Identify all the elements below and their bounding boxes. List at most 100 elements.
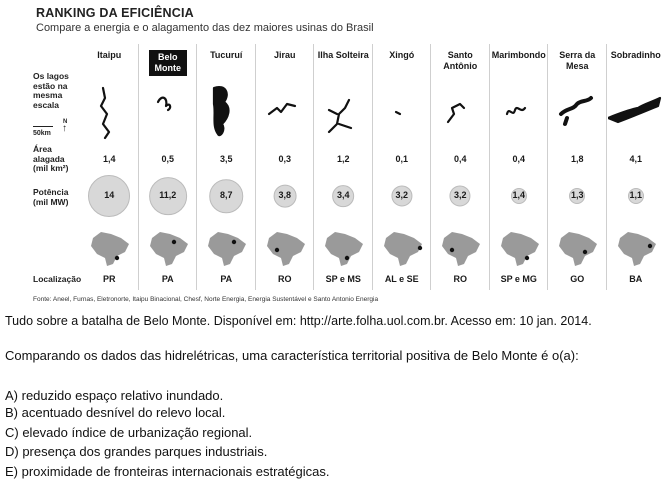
plant-name: Ilha Solteira <box>317 50 369 60</box>
row-label-area: Área alagada (mil km²) <box>33 144 69 173</box>
plant-name: Xingó <box>389 50 415 60</box>
efficiency-ranking-figure: RANKING DA EFICIÊNCIA Compare a energia … <box>33 6 666 303</box>
plant-name: Sobradinho <box>610 50 661 60</box>
location-value: RO <box>278 274 292 284</box>
plant-column: Serra da Mesa 1,8 1,3 GO <box>548 44 607 290</box>
option-b: B) acentuado desnível do relevo local. <box>5 405 226 420</box>
plant-name: Marimbondo <box>491 50 546 60</box>
column-separator <box>488 44 490 290</box>
power-value: 1,1 <box>629 190 642 200</box>
row-label-location: Localização <box>33 274 82 284</box>
column-separator <box>254 44 256 290</box>
power-circle <box>627 188 644 204</box>
plant-name: Tucuruí <box>210 50 243 60</box>
plant-column: Itaipu 1,4 14 PR <box>80 44 139 290</box>
power-value: 3,4 <box>336 190 350 200</box>
brazil-map-icon <box>500 232 539 266</box>
plant-column: Sobradinho 4,1 1,1 BA <box>607 44 666 290</box>
power-value: 3,2 <box>395 190 408 200</box>
flooded-area-value: 0,4 <box>453 154 467 164</box>
lake-shape <box>267 102 296 116</box>
brazil-map-icon <box>91 232 130 266</box>
flooded-area-value: 4,1 <box>629 154 642 164</box>
option-c: C) elevado índice de urbanização regiona… <box>5 425 253 440</box>
power-circle <box>209 179 244 213</box>
lake-shape <box>607 96 661 124</box>
brazil-map-icon <box>208 232 247 266</box>
flooded-area-value: 3,5 <box>219 154 233 164</box>
figure-title: RANKING DA EFICIÊNCIA <box>36 6 194 20</box>
lake-shape <box>447 102 466 124</box>
flooded-area-value: 1,4 <box>102 154 116 164</box>
location-value: PA <box>161 274 174 284</box>
brazil-map-icon <box>617 232 656 266</box>
brazil-map-icon <box>559 232 598 266</box>
power-circle <box>88 175 131 217</box>
option-a: A) reduzido espaço relativo inundado. <box>5 388 224 403</box>
option-d: D) presença dos grandes parques industri… <box>5 444 268 459</box>
power-value: 11,2 <box>159 190 177 200</box>
lake-shape <box>394 110 401 116</box>
flooded-area-value: 1,2 <box>336 154 350 164</box>
column-separator <box>547 44 548 290</box>
column-separator <box>430 44 431 290</box>
location-value: AL e SE <box>384 274 419 284</box>
north-label: N <box>63 119 68 125</box>
column-separator <box>371 44 373 290</box>
flooded-area-value: 0,4 <box>512 154 525 164</box>
power-value: 14 <box>104 190 115 200</box>
flooded-area-value: 0,1 <box>395 154 408 164</box>
brazil-map-icon <box>325 232 364 266</box>
power-circle <box>569 188 586 204</box>
citation: Tudo sobre a batalha de Belo Monte. Disp… <box>5 314 592 328</box>
flooded-area-value: 0,5 <box>161 154 174 164</box>
plant-column: Santo Antônio 0,4 3,2 RO <box>431 44 490 290</box>
location-value: GO <box>570 274 585 284</box>
power-value: 8,7 <box>219 190 233 200</box>
column-separator <box>605 44 607 290</box>
power-circle <box>332 185 355 207</box>
power-circle <box>510 188 527 204</box>
brazil-map-icon <box>442 232 481 266</box>
location-value: PA <box>220 274 233 284</box>
row-label-lakes: Os lagos estão na mesma escala <box>33 71 69 110</box>
plant-name: Serra da Mesa <box>559 50 596 71</box>
power-circle <box>391 185 413 207</box>
plant-column: Marimbondo 0,4 1,4 SP e MG <box>490 44 549 290</box>
power-value: 1,4 <box>512 190 525 200</box>
plant-name: Itaipu <box>97 50 122 60</box>
location-value: RO <box>453 274 468 284</box>
location-value: SP e MS <box>325 274 361 284</box>
brazil-map-icon <box>149 232 188 266</box>
column-separator <box>313 44 314 290</box>
flooded-area-value: 0,3 <box>278 154 291 164</box>
scale-label: 50km <box>33 130 51 137</box>
plant-column: Xingó 0,1 3,2 AL e SE <box>373 44 432 290</box>
column-separator <box>137 44 139 290</box>
flooded-area-value: 1,8 <box>570 154 584 164</box>
power-circle <box>148 177 187 215</box>
plant-column: Belo Monte 0,5 11,2 PA <box>139 44 198 290</box>
question-text: Comparando os dados das hidrelétricas, u… <box>5 348 579 363</box>
brazil-map-icon <box>383 232 422 266</box>
lake-shape <box>559 96 594 126</box>
location-value: SP e MG <box>500 274 537 284</box>
location-value: BA <box>629 274 643 284</box>
lake-shape <box>328 98 353 134</box>
north-arrow-icon: ↑ <box>62 123 67 134</box>
lake-shape <box>213 86 230 137</box>
power-value: 3,2 <box>453 190 467 200</box>
plant-column: Jirau 0,3 3,8 RO <box>256 44 315 290</box>
brazil-map-icon <box>266 232 305 266</box>
row-label-power: Potência (mil MW) <box>33 187 69 207</box>
power-circle <box>449 185 471 207</box>
power-circle <box>273 184 297 208</box>
column-separator <box>196 44 197 290</box>
plant-name: Jirau <box>273 50 296 60</box>
lake-shape <box>505 106 526 116</box>
lake-shape <box>100 86 111 140</box>
scale-bar: 50km N ↑ <box>33 119 75 137</box>
figure-source: Fonte: Aneel, Furnas, Eletronorte, Itaip… <box>33 296 379 303</box>
lake-shape <box>156 96 172 112</box>
plant-column: Ilha Solteira 1,2 3,4 SP e MS <box>314 44 373 290</box>
